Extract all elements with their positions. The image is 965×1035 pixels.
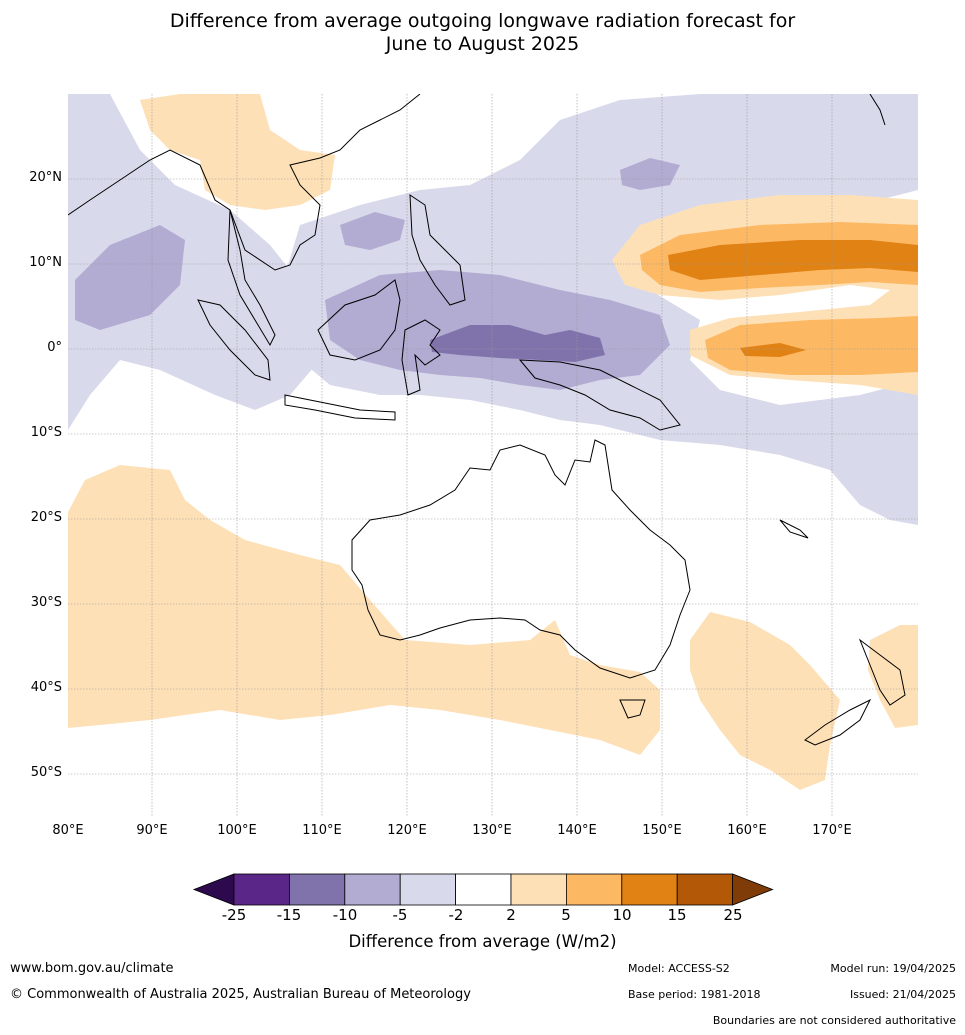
footer-base-period: Base period: 1981-2018	[628, 988, 761, 1001]
colorbar-tick-label: -25	[221, 906, 247, 924]
lat-label-50s: 50°S	[30, 765, 62, 780]
colorbar-bin	[455, 873, 512, 906]
colorbar-bin	[399, 873, 457, 906]
sumatra-coastline	[197, 299, 271, 381]
colorbar-tick-label: 25	[723, 906, 743, 924]
colorbar-tick-label: 10	[612, 906, 632, 924]
colorbar-extend-high	[732, 873, 774, 906]
footer-copyright: © Commonwealth of Australia 2025, Austra…	[10, 987, 471, 1002]
lat-label-40s: 40°S	[30, 680, 62, 695]
borneo-coastline	[317, 279, 401, 361]
colorbar-bin	[566, 873, 623, 906]
colorbar-bin	[621, 873, 678, 906]
coastlines	[68, 94, 906, 746]
australia-coastline	[351, 439, 691, 679]
anomaly-region-pos-tasman	[690, 612, 840, 790]
colorbar-bin	[344, 873, 401, 906]
malay-peninsula-coastline	[227, 209, 276, 347]
asia-coastline	[68, 94, 421, 271]
lon-label-140e: 140°E	[557, 823, 597, 838]
tasmania-coastline	[619, 699, 646, 719]
anomaly-region-neg-10-scs	[340, 212, 405, 250]
colorbar-tick-label: 15	[667, 906, 687, 924]
footer-issued: Issued: 21/04/2025	[849, 988, 956, 1001]
lat-label-10s: 10°S	[30, 425, 62, 440]
sulawesi-coastline	[401, 319, 441, 396]
lon-label-170e: 170°E	[812, 823, 852, 838]
anomaly-region-pos-southern	[68, 465, 660, 755]
anomaly-region-neg-10-northpac	[620, 158, 680, 190]
new-caledonia-coastline	[779, 519, 809, 539]
lon-label-120e: 120°E	[387, 823, 427, 838]
lon-label-100e: 100°E	[217, 823, 257, 838]
title-line-1: Difference from average outgoing longwav…	[169, 10, 796, 32]
colorbar-tick-label: -15	[276, 906, 302, 924]
colorbar-bin	[288, 873, 346, 906]
colorbar-tick-label: -2	[448, 906, 464, 924]
nz-south-island-coastline	[804, 698, 872, 746]
anomaly-region-neg-15-core	[430, 325, 605, 362]
colorbar	[192, 873, 774, 906]
lon-label-160e: 160°E	[727, 823, 767, 838]
new-guinea-coastline	[518, 359, 681, 431]
colorbar-tick-label: 2	[506, 906, 516, 924]
footer-model: Model: ACCESS-S2	[628, 962, 730, 975]
lat-label-0: 0°	[47, 340, 62, 355]
philippines-coastline	[409, 194, 466, 306]
colorbar-bin	[233, 873, 290, 906]
anomaly-region-neg-west-indian	[68, 94, 335, 430]
colorbar-tick-label: 5	[561, 906, 571, 924]
lat-label-30s: 30°S	[30, 595, 62, 610]
colorbar-tick-label: -10	[332, 906, 358, 924]
lon-label-110e: 110°E	[302, 823, 342, 838]
java-coastline	[284, 394, 396, 421]
anomaly-layer	[68, 94, 918, 816]
anomaly-region-pos-indochina	[140, 94, 335, 210]
graticule	[68, 94, 918, 816]
footer-url: www.bom.gov.au/climate	[10, 961, 174, 976]
lon-label-130e: 130°E	[472, 823, 512, 838]
nz-north-island-coastline	[858, 638, 906, 706]
footer-disclaimer: Boundaries are not considered authoritat…	[712, 1014, 956, 1027]
map-title: Difference from average outgoing longwav…	[0, 10, 965, 56]
lon-label-150e: 150°E	[642, 823, 682, 838]
colorbar-title: Difference from average (W/m2)	[348, 932, 617, 951]
lat-label-20n: 20°N	[29, 170, 62, 185]
lon-label-90e: 90°E	[136, 823, 168, 838]
footer-model-run: Model run: 19/04/2025	[830, 962, 956, 975]
lat-label-20s: 20°S	[30, 510, 62, 525]
anomaly-region-neg-north-pacific	[700, 94, 918, 165]
anomaly-region-neg-10-indian	[75, 225, 185, 330]
anomaly-region-pos-5-pacific-eq	[705, 316, 918, 375]
colorbar-tick-label: -5	[392, 906, 408, 924]
anomaly-region-pos-10-north	[668, 240, 918, 280]
lat-label-10n: 10°N	[29, 255, 62, 270]
title-line-2: June to August 2025	[385, 33, 580, 55]
colorbar-bin	[510, 873, 567, 906]
colorbar-bin	[676, 873, 734, 906]
colorbar-extend-low	[192, 873, 235, 906]
japan-coastline	[869, 94, 886, 126]
anomaly-region-pos-10-eq	[740, 343, 806, 357]
lon-label-80e: 80°E	[52, 823, 84, 838]
anomaly-region-pos-nz	[868, 625, 918, 728]
